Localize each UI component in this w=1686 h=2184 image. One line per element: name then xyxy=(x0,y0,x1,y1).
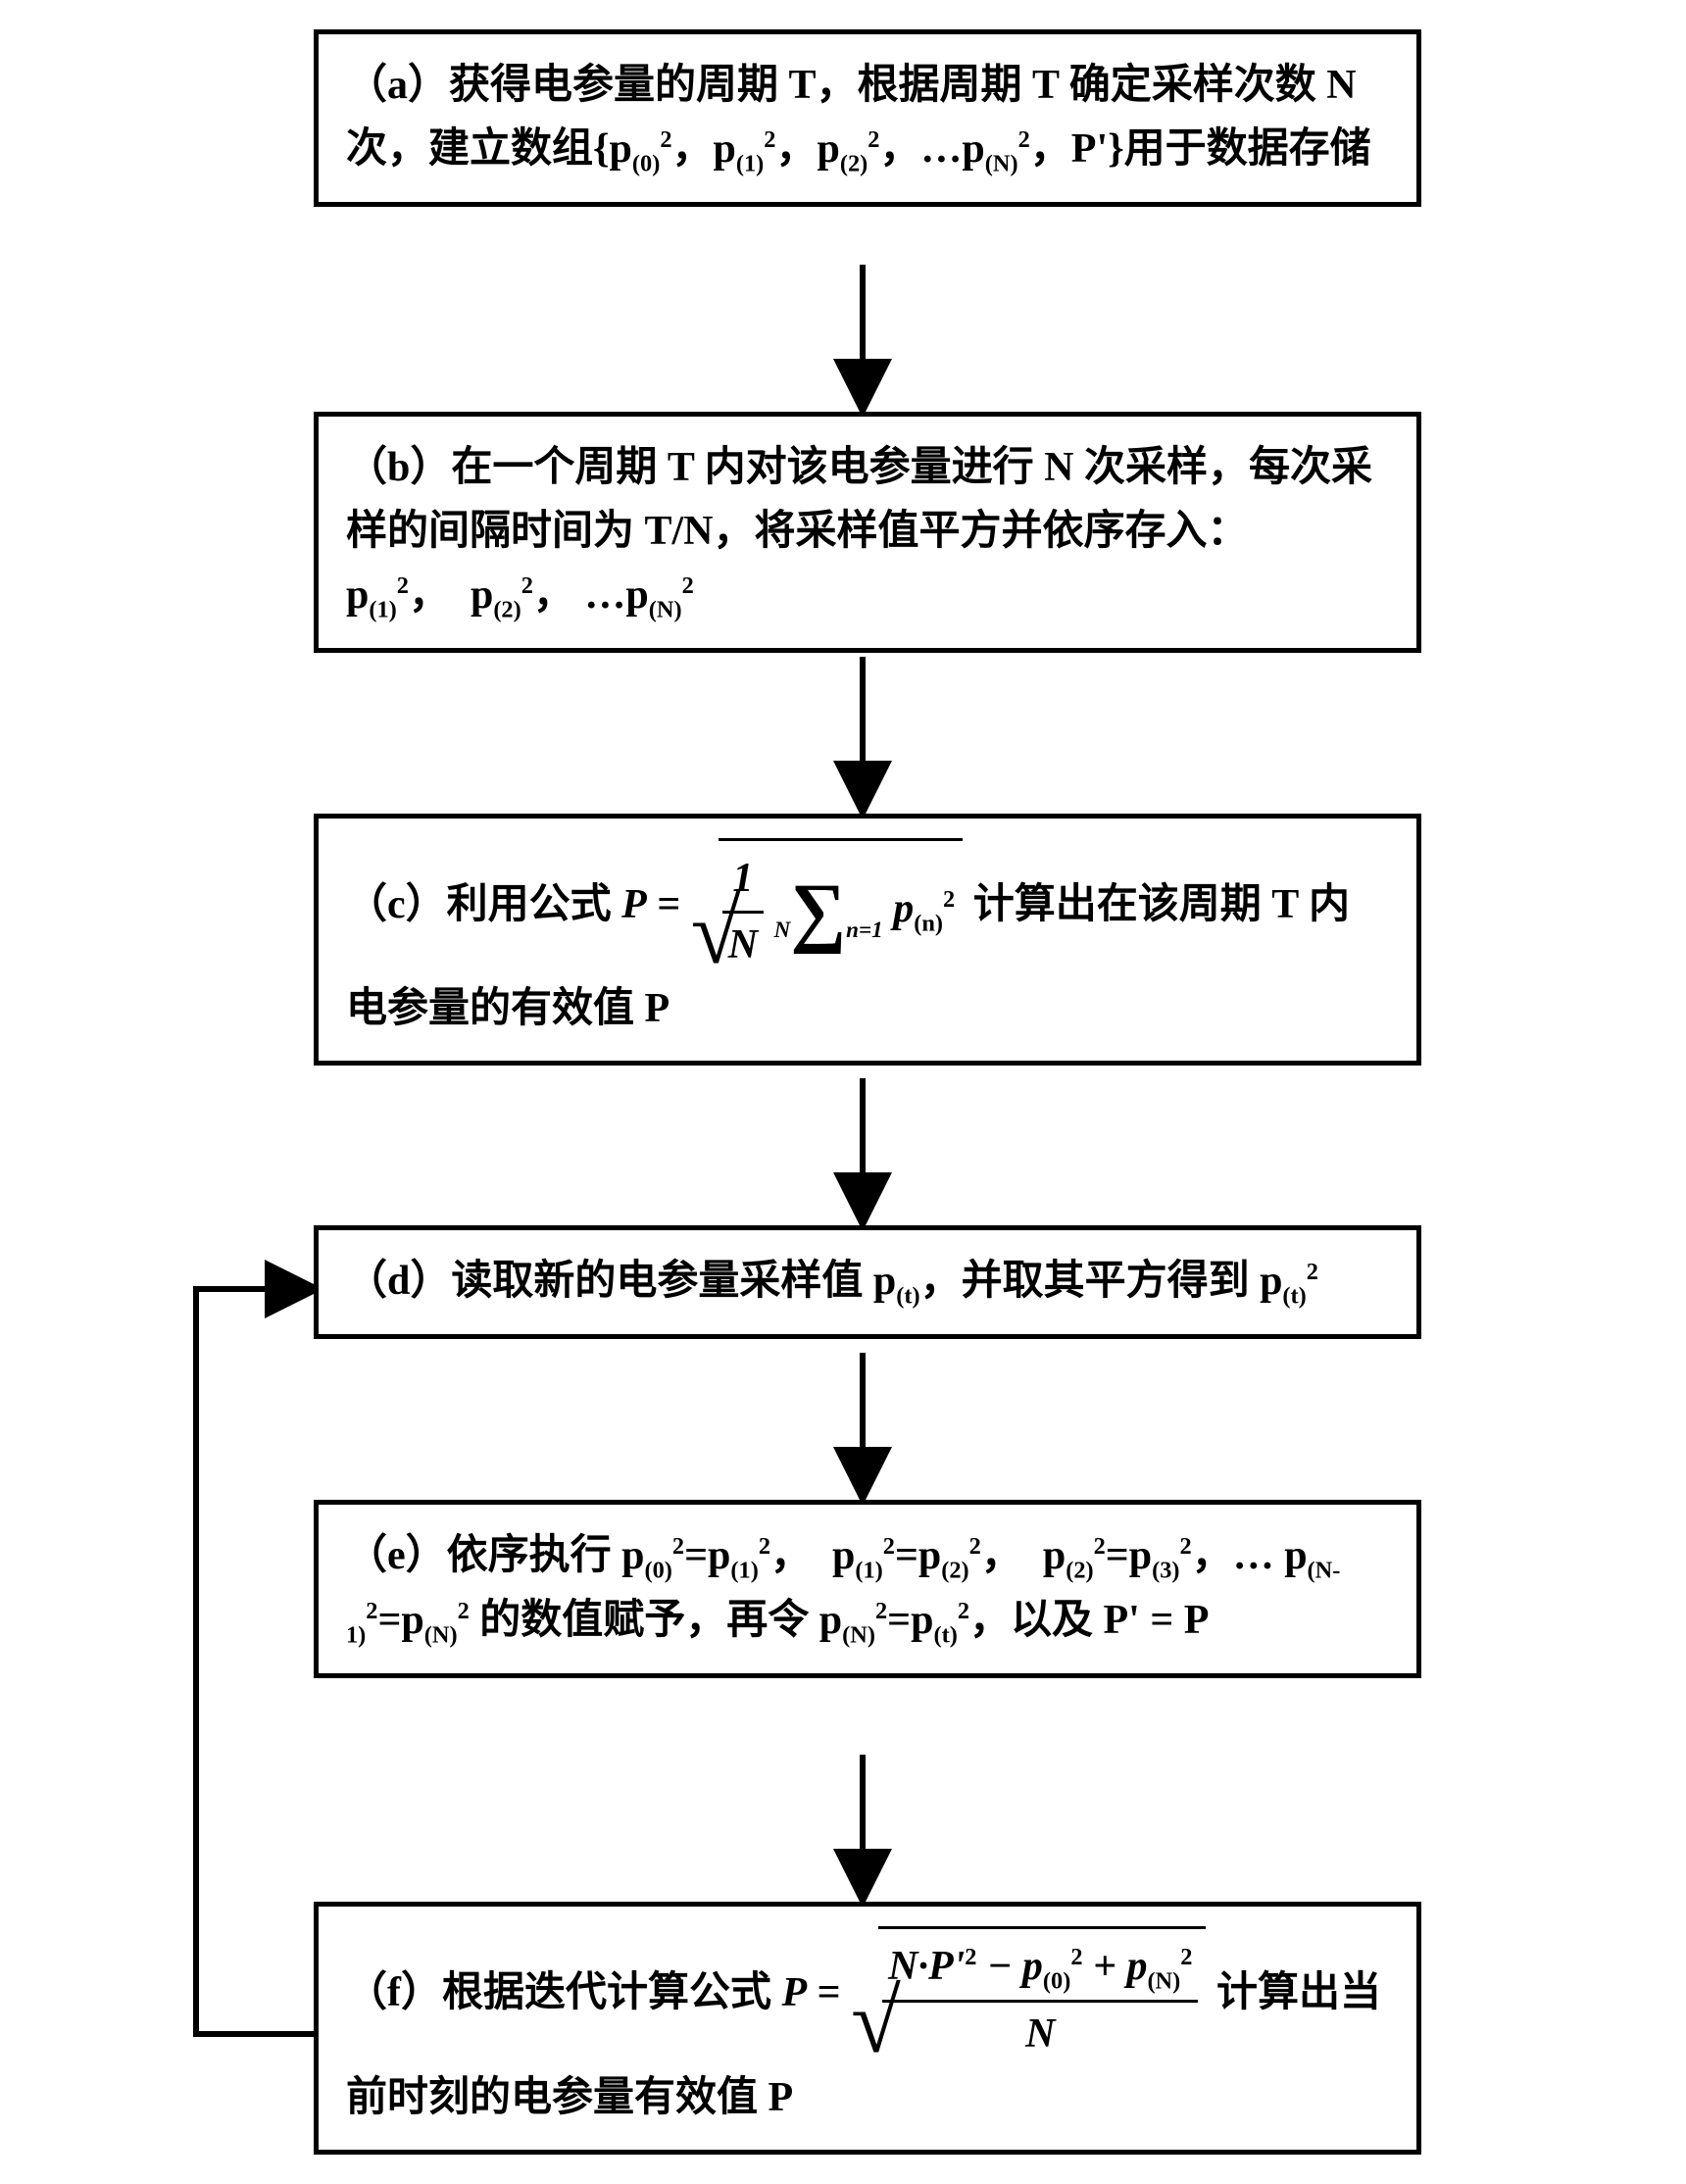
flowchart-arrows xyxy=(0,0,1686,2184)
step-a-box: （a）获得电参量的周期 T，根据周期 T 确定采样次数 N 次，建立数组{p(0… xyxy=(314,29,1421,207)
step-f-text: （f）根据迭代计算公式 P = √ N·P'2 − p(0)2 + p(N)2 … xyxy=(346,1970,1381,2120)
step-b-text: （b）在一个周期 T 内对该电参量进行 N 次采样，每次采样的间隔时间为 T/N… xyxy=(346,445,1372,618)
step-c-box: （c）利用公式 P = √ 1N N∑n=1 p(n)2 计算出在该周期 T 内… xyxy=(314,814,1421,1066)
step-e-box: （e）依序执行 p(0)2=p(1)2， p(1)2=p(2)2， p(2)2=… xyxy=(314,1500,1421,1678)
step-d-text: （d）读取新的电参量采样值 p(t)，并取其平方得到 p(t)2 xyxy=(346,1259,1318,1304)
step-f-box: （f）根据迭代计算公式 P = √ N·P'2 − p(0)2 + p(N)2 … xyxy=(314,1902,1421,2155)
step-d-box: （d）读取新的电参量采样值 p(t)，并取其平方得到 p(t)2 xyxy=(314,1225,1421,1339)
step-c-text: （c）利用公式 P = √ 1N N∑n=1 p(n)2 计算出在该周期 T 内… xyxy=(346,882,1350,1031)
step-b-box: （b）在一个周期 T 内对该电参量进行 N 次采样，每次采样的间隔时间为 T/N… xyxy=(314,412,1421,653)
step-e-text: （e）依序执行 p(0)2=p(1)2， p(1)2=p(2)2， p(2)2=… xyxy=(346,1533,1340,1643)
flowchart-canvas: （a）获得电参量的周期 T，根据周期 T 确定采样次数 N 次，建立数组{p(0… xyxy=(0,0,1686,2184)
step-a-text: （a）获得电参量的周期 T，根据周期 T 确定采样次数 N 次，建立数组{p(0… xyxy=(346,63,1371,172)
